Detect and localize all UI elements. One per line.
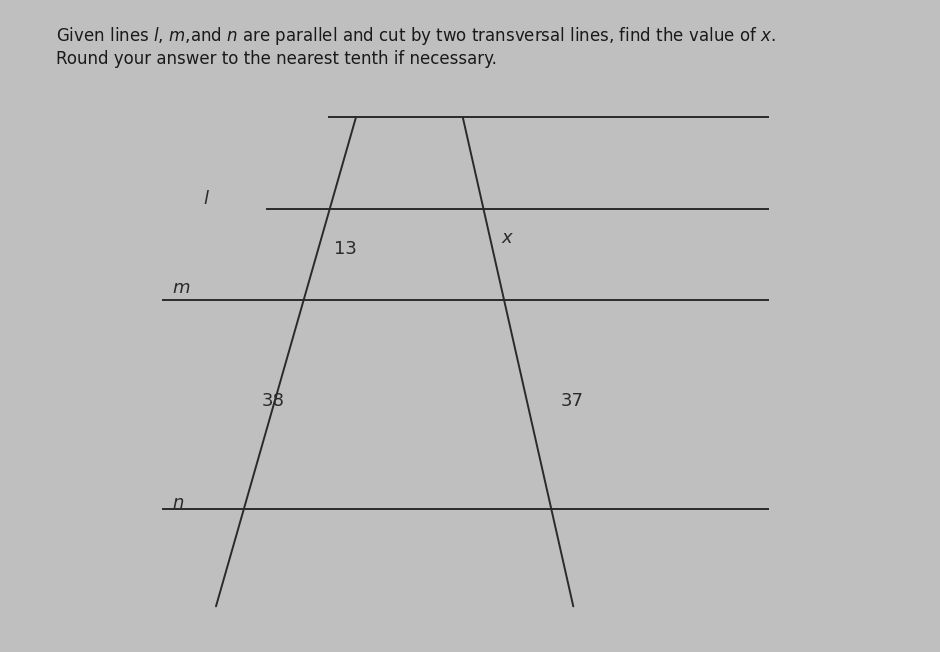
Text: 13: 13 (335, 240, 357, 258)
Text: $x$: $x$ (502, 229, 515, 247)
Text: 37: 37 (560, 392, 583, 410)
Text: Round your answer to the nearest tenth if necessary.: Round your answer to the nearest tenth i… (56, 50, 497, 68)
Text: $l$: $l$ (203, 190, 211, 208)
Text: 38: 38 (262, 392, 285, 410)
Text: $m$: $m$ (172, 279, 190, 297)
Text: Given lines $l$, $m$,and $n$ are parallel and cut by two transversal lines, find: Given lines $l$, $m$,and $n$ are paralle… (56, 25, 775, 47)
Text: $n$: $n$ (172, 494, 184, 512)
